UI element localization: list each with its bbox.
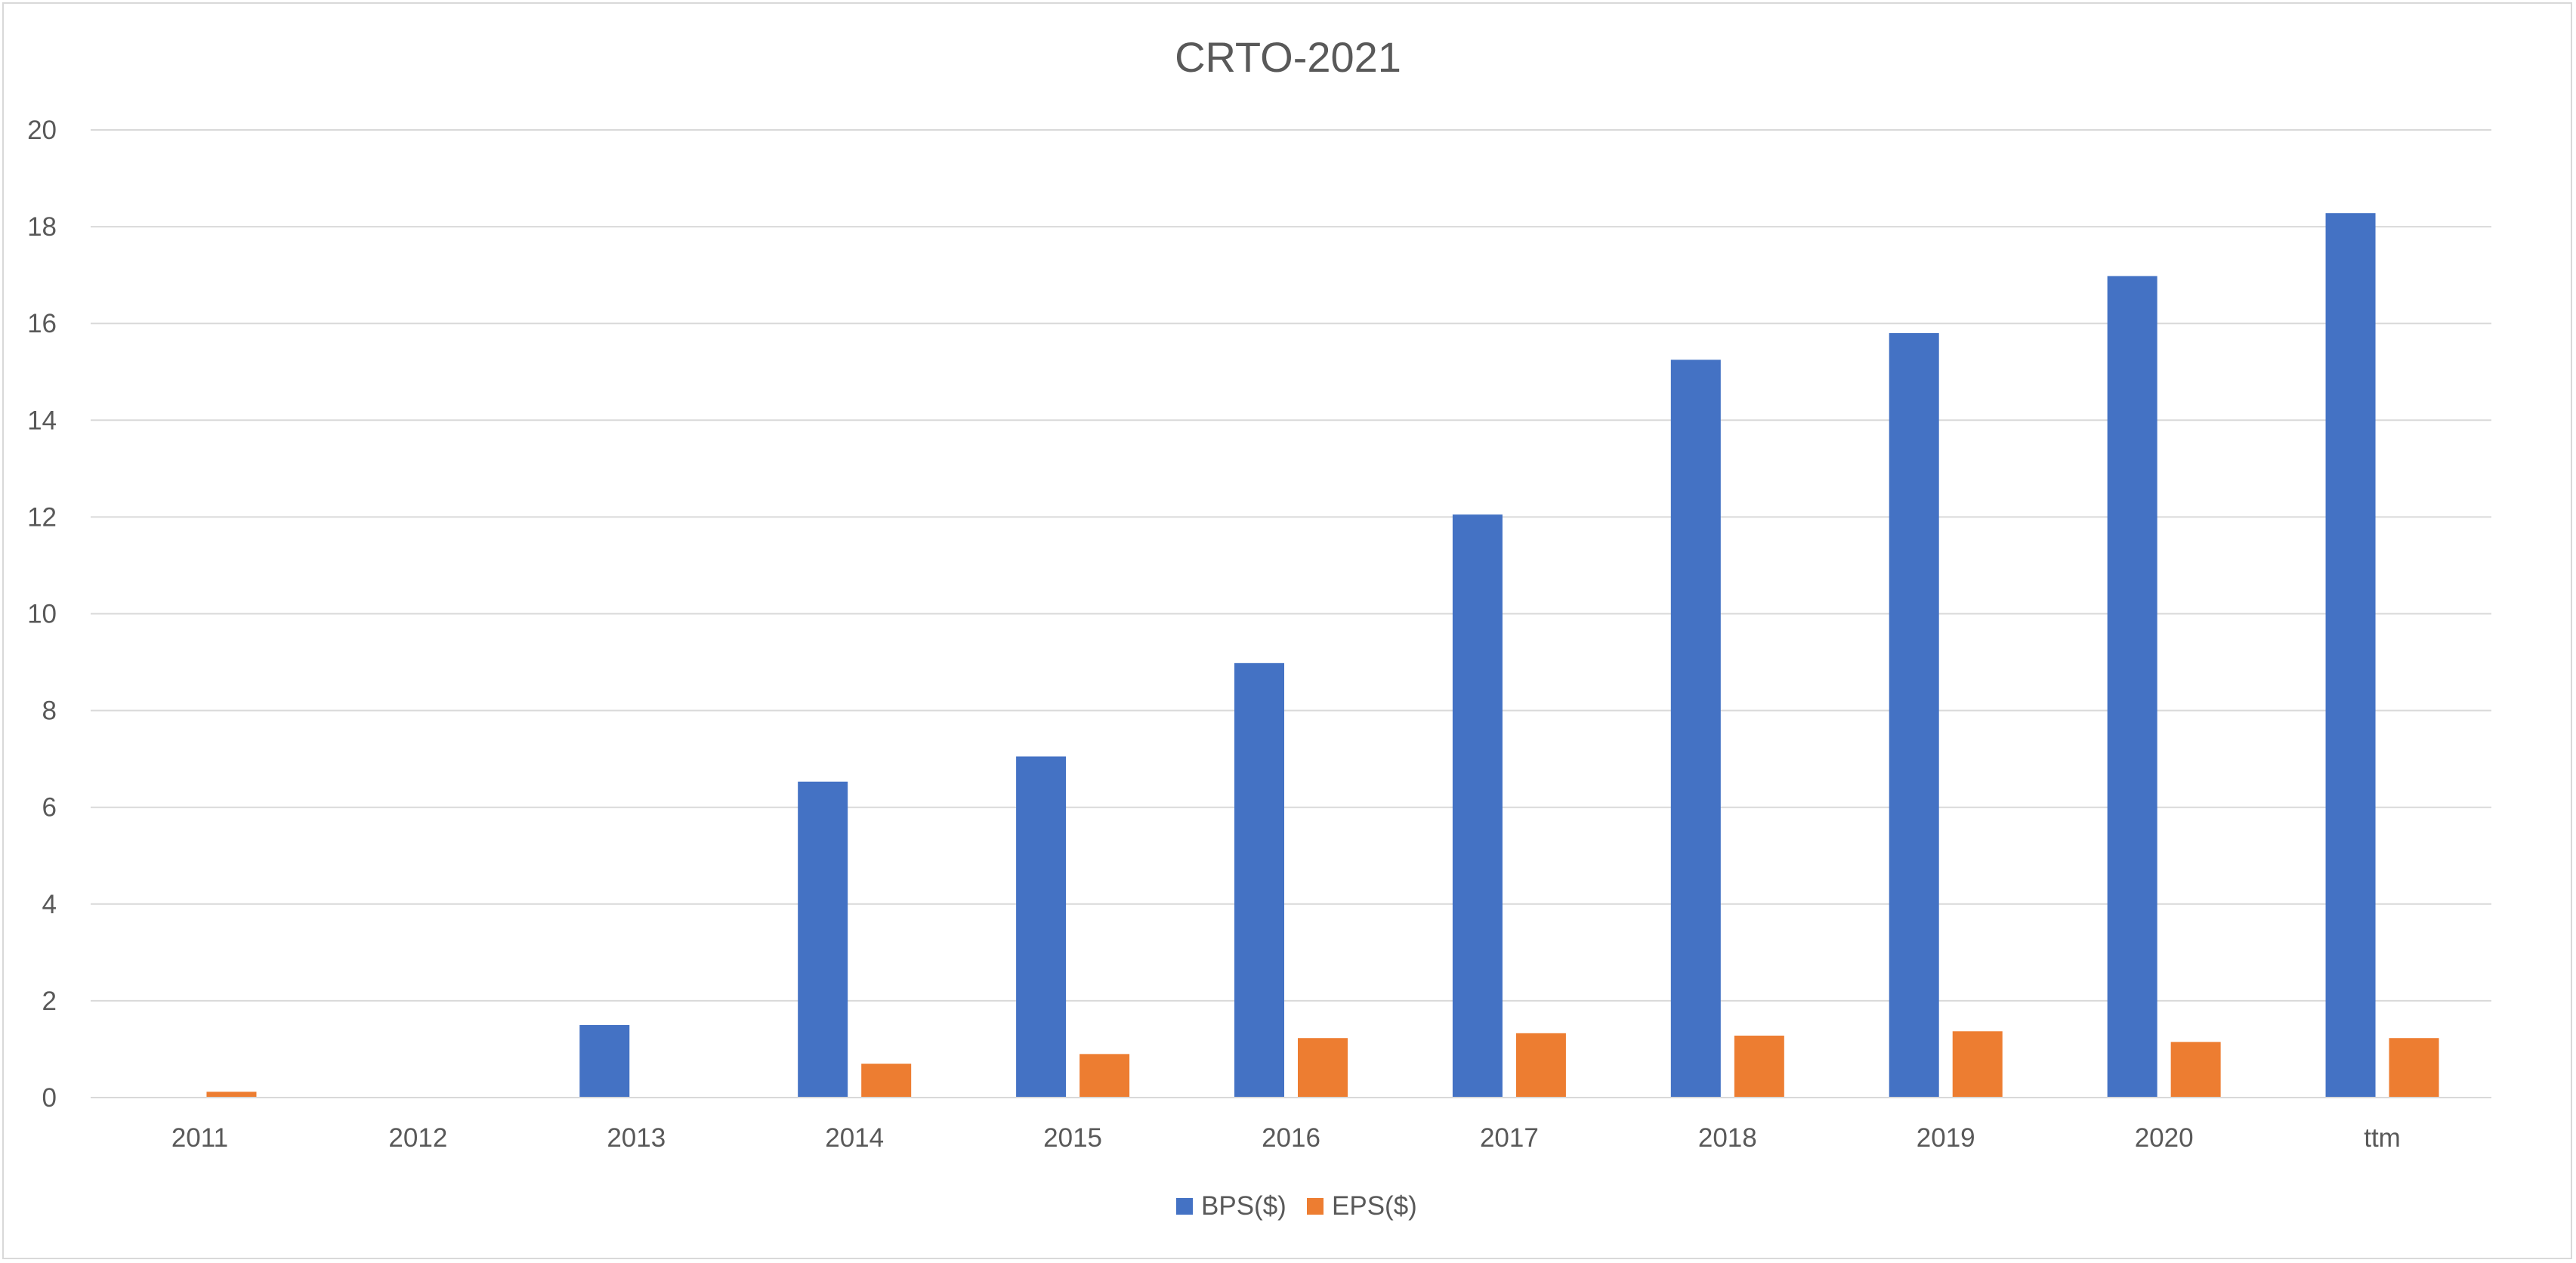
bar-eps-2020 [2170, 1042, 2221, 1098]
bar-bps-2013 [579, 1024, 630, 1098]
y-tick-label: 12 [27, 502, 57, 532]
bar-bps-2017 [1452, 514, 1503, 1098]
bar-bps-2020 [2107, 276, 2157, 1098]
bar-eps-2017 [1515, 1033, 1566, 1098]
bar-bps-2016 [1234, 662, 1284, 1098]
legend-swatch-eps [1307, 1198, 1324, 1215]
x-tick-label: 2018 [1698, 1123, 1757, 1153]
y-tick-label: 6 [42, 793, 57, 823]
x-tick-label: 2020 [2135, 1123, 2194, 1153]
x-tick-label: 2017 [1480, 1123, 1539, 1153]
x-tick-label: 2015 [1043, 1123, 1102, 1153]
x-tick-label: 2014 [825, 1123, 884, 1153]
gridlines [91, 129, 2491, 1002]
y-tick-label: 8 [42, 696, 57, 726]
x-tick-label: 2013 [607, 1123, 666, 1153]
bar-bps-2018 [1670, 360, 1721, 1098]
y-axis-tick-labels: 0 2 4 6 8 10 12 14 16 18 20 [27, 116, 57, 1113]
bar-eps-2015 [1080, 1054, 1130, 1098]
x-tick-label: 2016 [1262, 1123, 1320, 1153]
bars [206, 213, 2439, 1098]
bar-eps-2014 [861, 1064, 912, 1098]
legend-swatch-bps [1176, 1198, 1193, 1215]
y-tick-label: 16 [27, 309, 57, 338]
bar-bps-2015 [1016, 756, 1067, 1098]
y-tick-label: 14 [27, 406, 57, 435]
x-axis-tick-labels: 2011 2012 2013 2014 2015 2016 2017 2018 2019 2020… [171, 1123, 2401, 1153]
bar-eps-ttm [2389, 1038, 2439, 1098]
y-tick-label: 18 [27, 212, 57, 242]
x-tick-label: 2019 [1917, 1123, 1975, 1153]
bar-bps-ttm [2325, 213, 2376, 1098]
bar-eps-2018 [1734, 1036, 1784, 1098]
bar-bps-2014 [798, 781, 848, 1098]
bar-bps-2019 [1889, 333, 1939, 1098]
legend-label-eps: EPS($) [1332, 1191, 1417, 1221]
legend: BPS($) EPS($) [1176, 1191, 1417, 1221]
x-tick-label: 2012 [388, 1123, 447, 1153]
y-tick-label: 4 [42, 890, 57, 919]
chart-title: CRTO-2021 [1175, 33, 1401, 81]
bar-eps-2016 [1298, 1038, 1348, 1098]
y-tick-label: 20 [27, 116, 57, 145]
y-tick-label: 2 [42, 987, 57, 1016]
y-tick-label: 0 [42, 1083, 57, 1113]
legend-label-bps: BPS($) [1201, 1191, 1286, 1221]
x-tick-label: ttm [2364, 1123, 2401, 1153]
y-tick-label: 10 [27, 600, 57, 629]
bar-eps-2019 [1952, 1031, 2003, 1098]
x-tick-label: 2011 [171, 1123, 228, 1153]
bar-eps-2011 [206, 1092, 257, 1098]
